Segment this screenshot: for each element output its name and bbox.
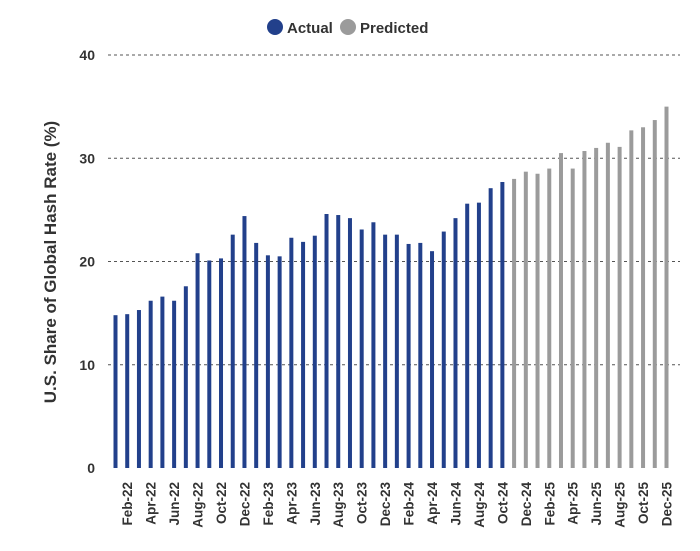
y-axis-label: U.S. Share of Global Hash Rate (%) (41, 121, 60, 403)
y-tick-label: 10 (79, 357, 95, 373)
bar-actual (324, 214, 329, 468)
bar-predicted (523, 171, 528, 469)
legend-swatch-actual (267, 19, 283, 35)
bar-predicted (664, 106, 669, 469)
bar-actual (172, 300, 177, 468)
x-tick-label: Oct-24 (495, 482, 510, 525)
bar-actual (465, 203, 470, 468)
x-tick-label: Dec-23 (378, 482, 393, 527)
x-tick-label: Aug-23 (331, 482, 346, 528)
y-tick-label: 0 (87, 460, 95, 476)
bar-predicted (570, 168, 575, 468)
bar-actual (406, 243, 411, 468)
bar-actual (183, 286, 188, 468)
bar-actual (207, 260, 212, 468)
x-tick-label: Feb-24 (402, 482, 417, 526)
bar-predicted (512, 178, 517, 468)
x-tick-label: Apr-25 (566, 482, 581, 525)
x-tick-label: Feb-23 (261, 482, 276, 526)
legend-label-predicted: Predicted (360, 20, 428, 37)
bar-actual (265, 255, 270, 468)
x-tick-label: Apr-24 (425, 482, 440, 525)
bar-predicted (652, 120, 657, 469)
bar-actual (195, 253, 200, 468)
bar-actual (359, 229, 364, 468)
x-tick-label: Oct-25 (636, 482, 651, 525)
bar-actual (441, 231, 446, 468)
x-tick-label: Dec-25 (660, 482, 675, 527)
bar-actual (476, 202, 481, 468)
bar-actual (136, 310, 141, 468)
bar-predicted (617, 146, 622, 468)
legend-label-actual: Actual (287, 20, 333, 37)
bar-actual (312, 235, 317, 468)
bar-actual (500, 182, 505, 468)
x-tick-label: Aug-25 (613, 482, 628, 528)
bar-actual (394, 234, 399, 468)
x-tick-label: Oct-23 (355, 482, 370, 525)
x-tick-label: Dec-24 (519, 482, 534, 527)
y-tick-label: 40 (79, 47, 95, 63)
x-tick-label: Jun-25 (589, 482, 604, 526)
bar-actual (371, 222, 376, 468)
x-tick-label: Jun-22 (167, 482, 182, 526)
bar-actual (219, 258, 224, 468)
bar-predicted (535, 173, 540, 469)
x-tick-label: Feb-25 (542, 482, 557, 526)
bars (113, 106, 669, 469)
x-tick-label: Dec-22 (237, 482, 252, 526)
x-tick-labels: Feb-22 Apr-22 Jun-22 Aug-22 Oct-22 Dec-22 Feb-… (120, 482, 674, 528)
x-tick-label: Apr-23 (284, 482, 299, 525)
bar-actual (383, 234, 388, 468)
y-tick-labels: 0 10 20 30 40 (79, 47, 95, 476)
y-tick-label: 20 (79, 254, 95, 270)
x-tick-label: Oct-22 (214, 482, 229, 524)
x-tick-label: Jun-24 (448, 482, 463, 526)
bar-actual (430, 251, 435, 468)
bar-predicted (594, 147, 599, 468)
bar-actual (336, 215, 341, 468)
bar-predicted (641, 127, 646, 468)
bar-actual (453, 218, 458, 468)
bar-actual (242, 216, 247, 468)
x-tick-label: Aug-22 (191, 482, 206, 528)
bar-actual (347, 218, 352, 468)
bar-actual (113, 315, 118, 468)
bar-actual (418, 242, 423, 468)
bar-predicted (547, 168, 552, 468)
bar-actual (160, 296, 165, 468)
bar-actual (277, 256, 282, 468)
bar-predicted (605, 142, 610, 468)
bar-actual (254, 242, 259, 468)
x-tick-label: Apr-22 (144, 482, 159, 525)
bar-actual (301, 241, 306, 468)
bar-predicted (558, 153, 563, 468)
x-tick-label: Aug-24 (472, 482, 487, 528)
bar-predicted (582, 151, 587, 468)
bar-actual (488, 188, 493, 468)
legend: Actual Predicted (267, 19, 428, 37)
bar-actual (289, 237, 294, 468)
y-tick-label: 30 (79, 150, 95, 166)
x-tick-label: Jun-23 (308, 482, 323, 526)
bar-actual (148, 300, 153, 468)
bar-predicted (629, 130, 634, 468)
x-tick-label: Feb-22 (120, 482, 135, 526)
bar-actual (230, 234, 235, 468)
legend-swatch-predicted (340, 19, 356, 35)
bar-actual (125, 314, 130, 468)
